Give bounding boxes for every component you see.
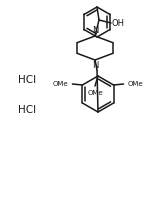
Text: OMe: OMe xyxy=(128,81,143,87)
Text: OH: OH xyxy=(112,18,125,28)
Text: N: N xyxy=(92,61,98,70)
Text: HCl: HCl xyxy=(18,75,36,85)
Text: N: N xyxy=(92,26,98,35)
Text: HCl: HCl xyxy=(18,105,36,115)
Text: OMe: OMe xyxy=(53,81,68,87)
Text: OMe: OMe xyxy=(87,90,103,96)
